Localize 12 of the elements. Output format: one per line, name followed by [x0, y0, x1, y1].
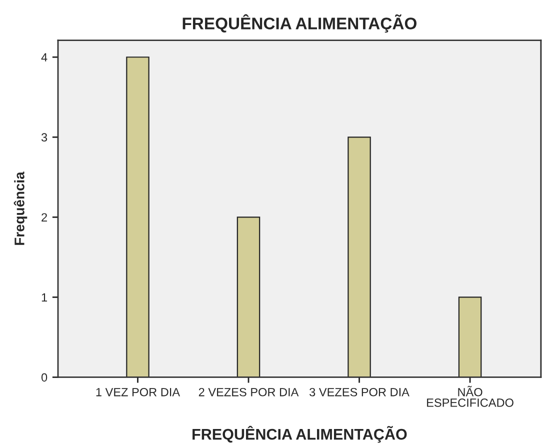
- y-tick-label: 3: [41, 133, 48, 142]
- y-tick-label: 2: [42, 213, 47, 222]
- y-tick-label: 4: [41, 53, 48, 62]
- y-tick-label: 1: [42, 293, 47, 302]
- x-axis-title: FREQUÊNCIA ALIMENTAÇÃO: [192, 426, 407, 443]
- x-tick-label: NÃO ESPECIFICADO: [427, 386, 514, 407]
- x-tick-label: 1 VEZ POR DIA: [96, 388, 180, 396]
- chart-title: FREQUÊNCIA ALIMENTAÇÃO: [182, 14, 416, 33]
- y-tick-label: 0: [41, 373, 48, 382]
- x-tick-label: 2 VEZES POR DIA: [198, 388, 299, 396]
- x-tick-label: 3 VEZES POR DIA: [310, 388, 410, 396]
- y-axis-title: Frequência: [14, 172, 28, 245]
